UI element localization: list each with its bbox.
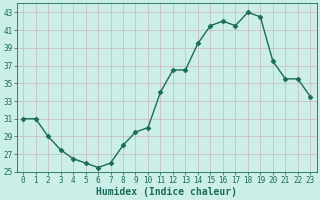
X-axis label: Humidex (Indice chaleur): Humidex (Indice chaleur) (96, 186, 237, 197)
